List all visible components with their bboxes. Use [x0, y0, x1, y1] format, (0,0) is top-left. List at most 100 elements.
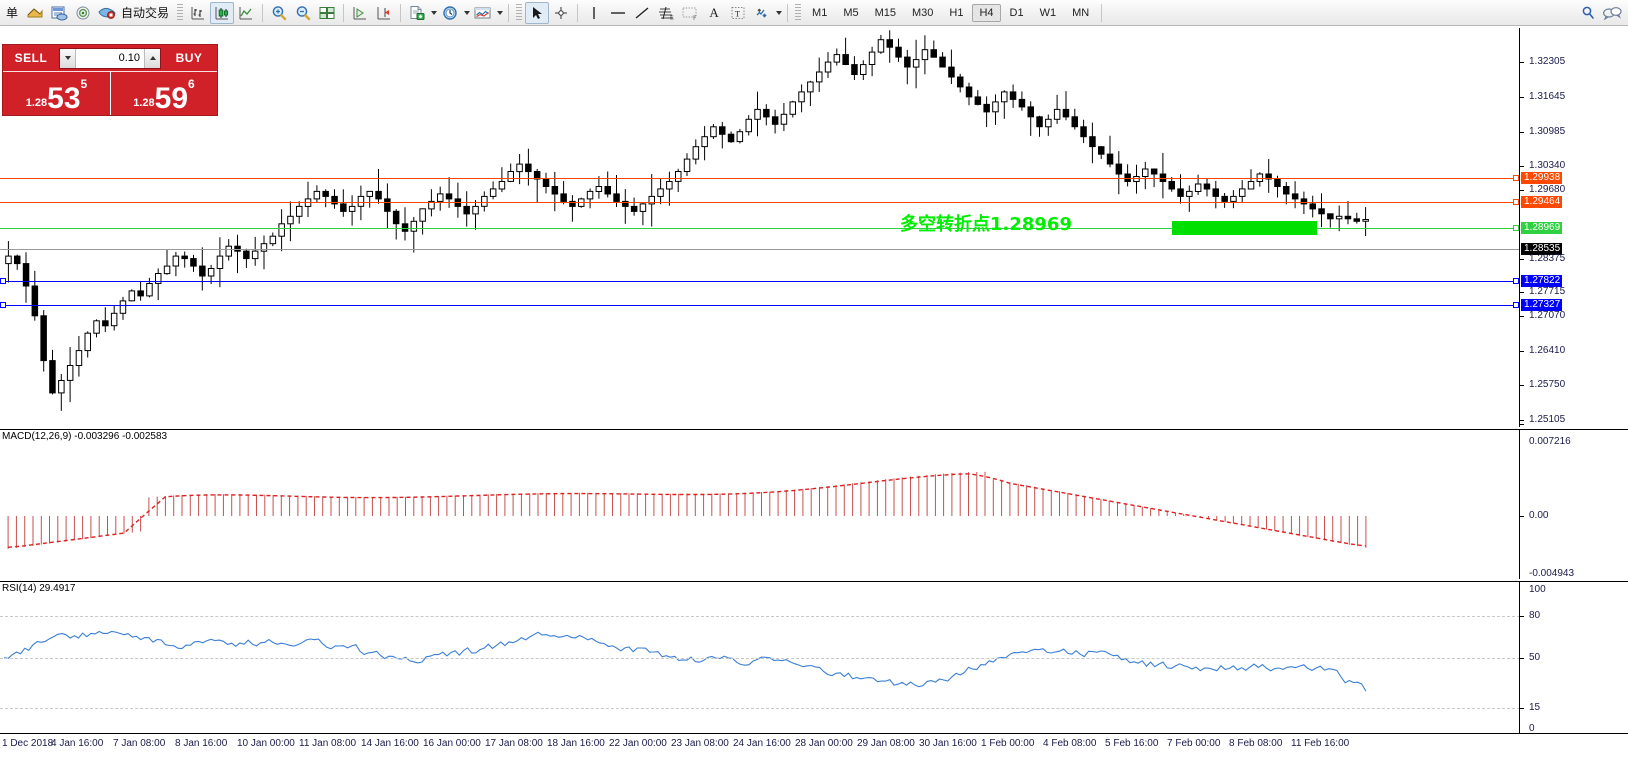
time-axis[interactable]: 1 Dec 2018 4 Jan 16:00 7 Jan 08:00 8 Jan… [0, 733, 1628, 772]
toolbar-separator [343, 3, 345, 22]
timeframe-m1[interactable]: M1 [812, 6, 828, 19]
pivot-zone-rectangle[interactable] [1172, 221, 1317, 235]
volume-value[interactable]: 0.10 [118, 52, 140, 64]
trend-turning-point-label[interactable]: 多空转折点1.28969 [900, 214, 1072, 235]
svg-text:T: T [735, 9, 740, 18]
objects-list-icon[interactable] [750, 2, 774, 24]
data-window-icon[interactable] [71, 2, 95, 24]
main-chart-pane[interactable]: 多空转折点1.28969 1.32305 1.31645 1.30985 1.3… [0, 28, 1628, 427]
price-tag-support-1[interactable]: 1.27822 [1521, 275, 1563, 287]
main-chart-plot[interactable]: 多空转折点1.28969 [0, 28, 1520, 427]
price-tag-pivot[interactable]: 1.28969 [1521, 222, 1563, 234]
zoom-in-icon[interactable] [267, 2, 291, 24]
volume-decrease-button[interactable] [60, 48, 76, 68]
time-tick: 30 Jan 16:00 [919, 738, 977, 749]
resistance-line-1[interactable] [0, 178, 1520, 179]
timeframe-m15[interactable]: M15 [874, 6, 896, 19]
rsi-pane[interactable]: RSI(14) 29.4917 100 80 50 15 0 [0, 581, 1628, 733]
rsi-value-axis[interactable]: 100 80 50 15 0 [1520, 582, 1628, 733]
price-tick: 1.31645 [1529, 91, 1566, 102]
price-tag-resistance-1[interactable]: 1.29938 [1521, 172, 1563, 184]
horizontal-line-icon[interactable] [606, 2, 630, 24]
toolbar-grip[interactable] [177, 3, 184, 22]
support-line-1-handle[interactable] [0, 278, 6, 284]
navigator-icon[interactable] [95, 2, 119, 24]
volume-increase-button[interactable] [144, 48, 160, 68]
toolbar-grip-2[interactable] [516, 3, 523, 22]
price-tag-support-2[interactable]: 1.27327 [1521, 299, 1563, 311]
toolbar-grip-3[interactable] [795, 3, 802, 22]
time-tick: 5 Feb 16:00 [1105, 738, 1159, 749]
pivot-line-handle[interactable] [1513, 225, 1519, 231]
sell-price-display[interactable]: 1.28 53 5 [3, 71, 110, 115]
timeframe-mn[interactable]: MN [1072, 6, 1090, 19]
buy-price-main: 59 [154, 82, 189, 115]
macd-series [7, 471, 1367, 549]
main-price-axis[interactable]: 1.32305 1.31645 1.30985 1.30340 1.29938 … [1520, 28, 1628, 427]
timeframe-d1[interactable]: D1 [1009, 6, 1024, 19]
text-label-icon[interactable]: A [709, 4, 719, 20]
volume-stepper[interactable]: 0.10 [59, 47, 161, 69]
resistance-line-2-handle[interactable] [1513, 199, 1519, 205]
zoom-out-icon[interactable] [291, 2, 315, 24]
price-tick: 1.29680 [1529, 184, 1566, 195]
crosshair-icon[interactable] [549, 2, 573, 24]
periods-icon[interactable] [438, 2, 462, 24]
timeframe-h4[interactable]: H4 [972, 3, 1001, 22]
macd-plot[interactable] [0, 430, 1520, 579]
timeframe-m30[interactable]: M30 [912, 6, 934, 19]
search-icon[interactable] [1576, 2, 1600, 24]
templates-icon[interactable] [405, 2, 429, 24]
chat-icon[interactable] [1600, 2, 1624, 24]
line-chart-icon[interactable] [234, 2, 258, 24]
support-line-2-handle[interactable] [0, 302, 6, 308]
timeframe-m5[interactable]: M5 [843, 6, 859, 19]
equidistant-channel-icon[interactable]: F [678, 2, 702, 24]
fibonacci-retracement-icon[interactable]: E [654, 2, 678, 24]
resistance-line-2[interactable] [0, 202, 1520, 203]
support-line-2-handle-right[interactable] [1513, 302, 1519, 308]
support-line-1[interactable] [0, 281, 1520, 282]
indicators-dropdown-caret[interactable] [495, 2, 504, 24]
time-tick: 1 Feb 00:00 [981, 738, 1035, 749]
time-tick: 4 Jan 16:00 [51, 738, 104, 749]
price-tick: 1.32305 [1529, 56, 1566, 67]
macd-tick: -0.004943 [1529, 568, 1575, 579]
auto-scroll-icon[interactable] [348, 2, 372, 24]
timeframe-w1[interactable]: W1 [1039, 6, 1057, 19]
objects-dropdown-caret[interactable] [774, 2, 783, 24]
bar-chart-icon[interactable] [186, 2, 210, 24]
rsi-series [3, 630, 1367, 692]
chart-shift-icon[interactable] [372, 2, 396, 24]
buy-button[interactable]: BUY [175, 51, 203, 65]
price-tick: 1.27070 [1529, 310, 1566, 321]
market-watch-icon[interactable] [47, 2, 71, 24]
macd-tick: 0.007216 [1529, 436, 1571, 447]
support-line-2[interactable] [0, 305, 1520, 306]
price-tag-resistance-2[interactable]: 1.29464 [1521, 196, 1563, 208]
resistance-line-1-handle[interactable] [1513, 175, 1519, 181]
periods-dropdown-caret[interactable] [462, 2, 471, 24]
sell-button[interactable]: SELL [14, 51, 48, 65]
pivot-line[interactable] [0, 228, 1520, 229]
indicators-icon[interactable] [471, 2, 495, 24]
autotrading-button[interactable]: 自动交易 [121, 6, 170, 20]
macd-pane[interactable]: MACD(12,26,9) -0.003296 -0.002583 0.0072… [0, 429, 1628, 579]
text-box-icon[interactable]: T [726, 2, 750, 24]
one-click-trading-panel[interactable]: SELL 0.10 BUY 1.28 53 5 1.28 59 6 [2, 44, 218, 116]
sell-price-fraction: 5 [80, 77, 88, 91]
cursor-arrow-icon[interactable] [525, 1, 550, 24]
tile-windows-icon[interactable] [315, 2, 339, 24]
candlestick-chart-icon[interactable] [210, 1, 235, 24]
new-order-label-partial[interactable]: 单 [6, 6, 19, 20]
timeframe-h1[interactable]: H1 [949, 6, 964, 19]
templates-dropdown-caret[interactable] [429, 2, 438, 24]
support-line-1-handle-right[interactable] [1513, 278, 1519, 284]
price-tag-current[interactable]: 1.28535 [1521, 243, 1563, 255]
vertical-line-icon[interactable] [582, 2, 606, 24]
charts-icon[interactable] [23, 2, 47, 24]
macd-value-axis[interactable]: 0.007216 0.00 -0.004943 [1520, 430, 1628, 579]
trendline-icon[interactable] [630, 2, 654, 24]
rsi-plot[interactable] [0, 582, 1520, 733]
buy-price-display[interactable]: 1.28 59 6 [110, 71, 217, 115]
